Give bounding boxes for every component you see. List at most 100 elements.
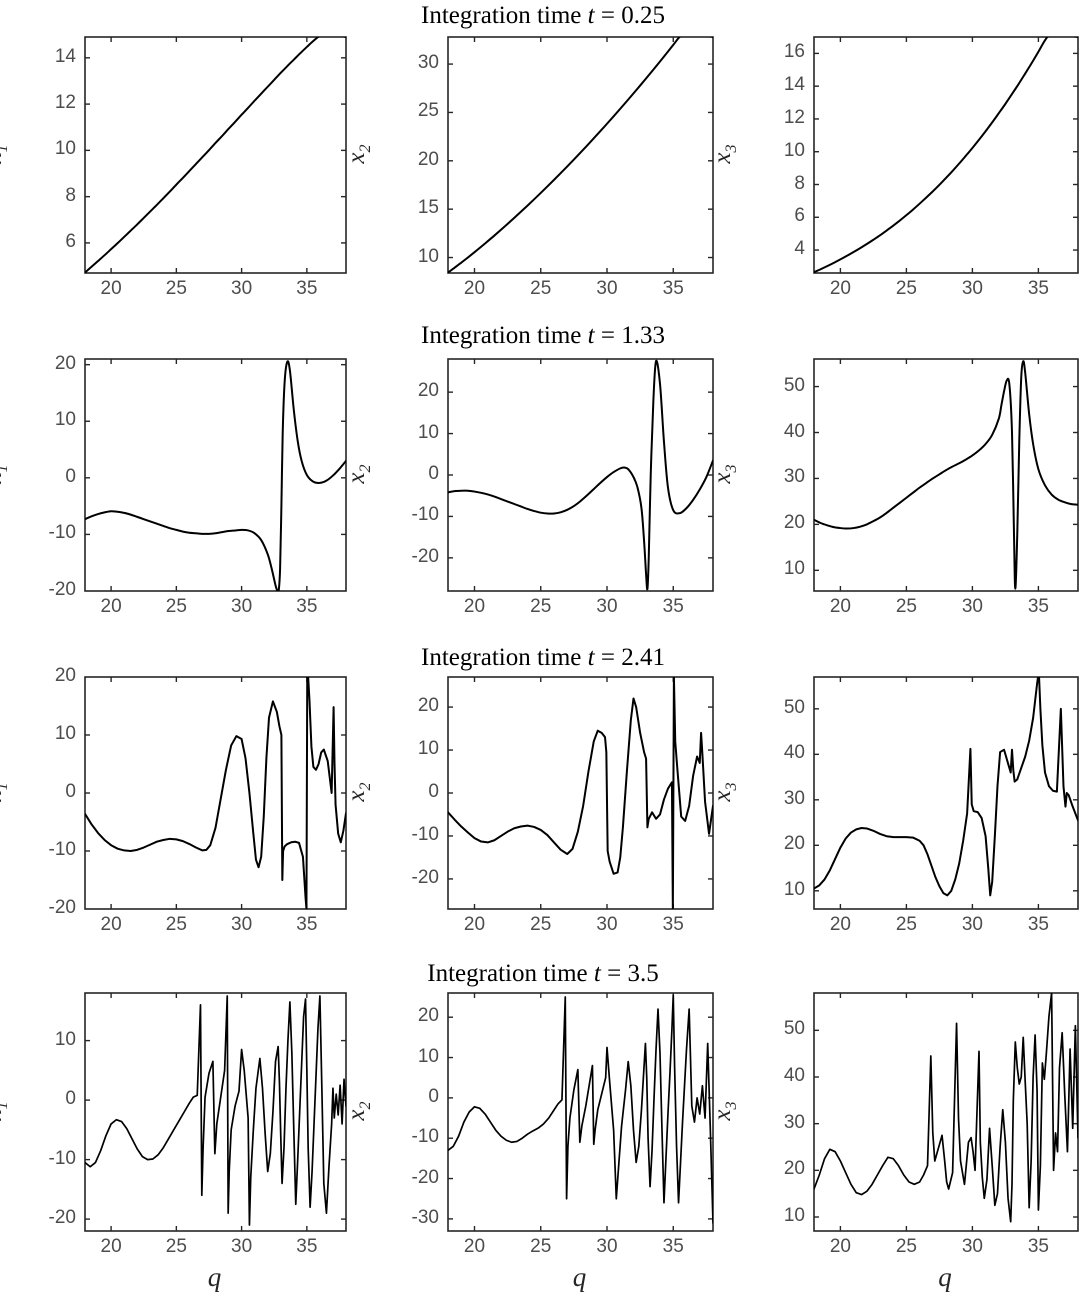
- y-axis-label-x3: x3: [709, 1081, 741, 1141]
- y-axis-label-subscript: 3: [723, 1101, 740, 1110]
- y-axis-label-base: x: [343, 472, 370, 484]
- title-equals: =: [594, 644, 622, 671]
- y-tick-label: 20: [783, 1158, 805, 1180]
- y-axis-label-x3: x3: [709, 762, 741, 822]
- y-tick-label: -20: [411, 1166, 439, 1188]
- title-prefix: Integration time: [421, 322, 588, 349]
- y-tick-label: 14: [783, 74, 805, 96]
- y-tick-label: 0: [428, 463, 439, 484]
- y-tick-label: 20: [417, 148, 439, 170]
- data-line: [448, 994, 713, 1224]
- x-tick-label: 30: [596, 278, 618, 299]
- x-tick-label: 35: [1027, 596, 1049, 617]
- x-tick-label: 30: [961, 278, 983, 299]
- y-axis-label-x3: x3: [709, 124, 741, 184]
- data-line: [85, 677, 346, 909]
- x-tick-label: 30: [231, 1236, 253, 1257]
- tick-marks: [814, 37, 1078, 273]
- title-time-value: 1.33: [621, 322, 665, 349]
- title-equals: =: [594, 2, 622, 29]
- plot-panel-r2-c3: [813, 358, 1079, 592]
- x-tick-label: 25: [530, 1236, 552, 1257]
- x-tick-label: 35: [296, 278, 318, 299]
- data-line: [814, 37, 1078, 273]
- x-tick-label: 30: [596, 596, 618, 617]
- x-tick-label: 25: [165, 278, 187, 299]
- x-tick-label: 25: [165, 596, 187, 617]
- y-tick-label: 12: [54, 92, 76, 114]
- tick-marks: [448, 37, 713, 273]
- y-axis-label-subscript: 1: [0, 782, 11, 790]
- y-tick-label: 20: [783, 833, 805, 855]
- x-tick-label: 30: [961, 914, 983, 935]
- x-tick-label: 25: [895, 1236, 917, 1257]
- y-tick-label: 40: [783, 742, 805, 764]
- plot-panel-r1-c1: [84, 36, 347, 274]
- data-line: [85, 995, 346, 1226]
- x-tick-label: 30: [961, 1236, 983, 1257]
- y-tick-label: 25: [417, 100, 439, 122]
- y-tick-label: 0: [65, 465, 76, 487]
- data-line: [814, 677, 1078, 897]
- axes-box: [447, 358, 714, 592]
- tick-marks: [814, 677, 1078, 909]
- row-title-2: Integration time t = 1.33: [0, 322, 1086, 350]
- y-tick-label: 14: [54, 45, 76, 67]
- y-tick-label: 10: [417, 421, 439, 443]
- tick-marks: [448, 993, 713, 1231]
- title-equals: =: [594, 322, 622, 349]
- x-tick-label: 25: [530, 596, 552, 617]
- y-tick-label: 10: [417, 1045, 439, 1067]
- y-axis-label-base: x: [709, 472, 736, 484]
- plot-panel-r4-c2: [447, 992, 714, 1232]
- title-variable-t: t: [587, 2, 595, 29]
- y-axis-label-base: x: [709, 1109, 736, 1121]
- y-axis-label-subscript: 1: [0, 144, 11, 152]
- y-tick-label: 20: [417, 380, 439, 402]
- y-tick-label: 50: [783, 696, 805, 718]
- y-tick-label: 10: [54, 1028, 76, 1050]
- x-tick-label: 35: [662, 914, 684, 935]
- y-axis-label-subscript: 2: [357, 1101, 374, 1110]
- plot-panel-r3-c2: [447, 676, 714, 910]
- x-tick-label: 35: [1027, 278, 1049, 299]
- axes-box: [813, 992, 1079, 1232]
- y-tick-label: 12: [783, 106, 805, 128]
- y-tick-label: -10: [411, 1126, 439, 1148]
- x-tick-label: 30: [596, 1236, 618, 1257]
- y-tick-label: 4: [794, 238, 805, 260]
- x-axis-label-c2: q: [572, 1262, 587, 1292]
- y-tick-label: 20: [54, 352, 76, 374]
- plot-panel-r1-c3: [813, 36, 1079, 274]
- y-axis-label-base: x: [0, 790, 7, 801]
- title-equals: =: [600, 960, 628, 987]
- tick-marks: [814, 359, 1078, 591]
- x-axis-label-c1: q: [207, 1262, 222, 1292]
- y-tick-label: 40: [783, 1065, 805, 1086]
- x-tick-label: 35: [662, 596, 684, 617]
- y-tick-label: -10: [48, 1147, 76, 1169]
- y-tick-label: 0: [65, 1088, 76, 1110]
- title-time-value: 3.5: [627, 960, 659, 987]
- axes-box: [447, 676, 714, 910]
- y-tick-label: 10: [783, 1205, 805, 1226]
- y-tick-label: 6: [65, 230, 76, 252]
- y-axis-label-subscript: 3: [723, 464, 740, 473]
- y-tick-label: -20: [48, 579, 76, 600]
- x-tick-label: 25: [895, 278, 917, 299]
- y-axis-label-base: x: [0, 152, 7, 163]
- y-axis-label-x1: x1: [0, 124, 12, 184]
- x-tick-label: 35: [662, 1236, 684, 1257]
- x-tick-label: 20: [463, 1236, 486, 1257]
- row-title-4: Integration time t = 3.5: [0, 960, 1086, 988]
- y-axis-label-x1: x1: [0, 1081, 12, 1141]
- y-tick-label: 10: [783, 878, 805, 900]
- y-tick-label: -20: [48, 1207, 76, 1229]
- y-tick-label: 0: [428, 781, 439, 802]
- axes-box: [813, 676, 1079, 910]
- y-tick-label: -20: [411, 866, 439, 888]
- y-axis-label-x3: x3: [709, 444, 741, 504]
- y-tick-label: 6: [794, 205, 805, 227]
- x-tick-label: 35: [1027, 914, 1049, 935]
- y-tick-label: 10: [54, 138, 76, 160]
